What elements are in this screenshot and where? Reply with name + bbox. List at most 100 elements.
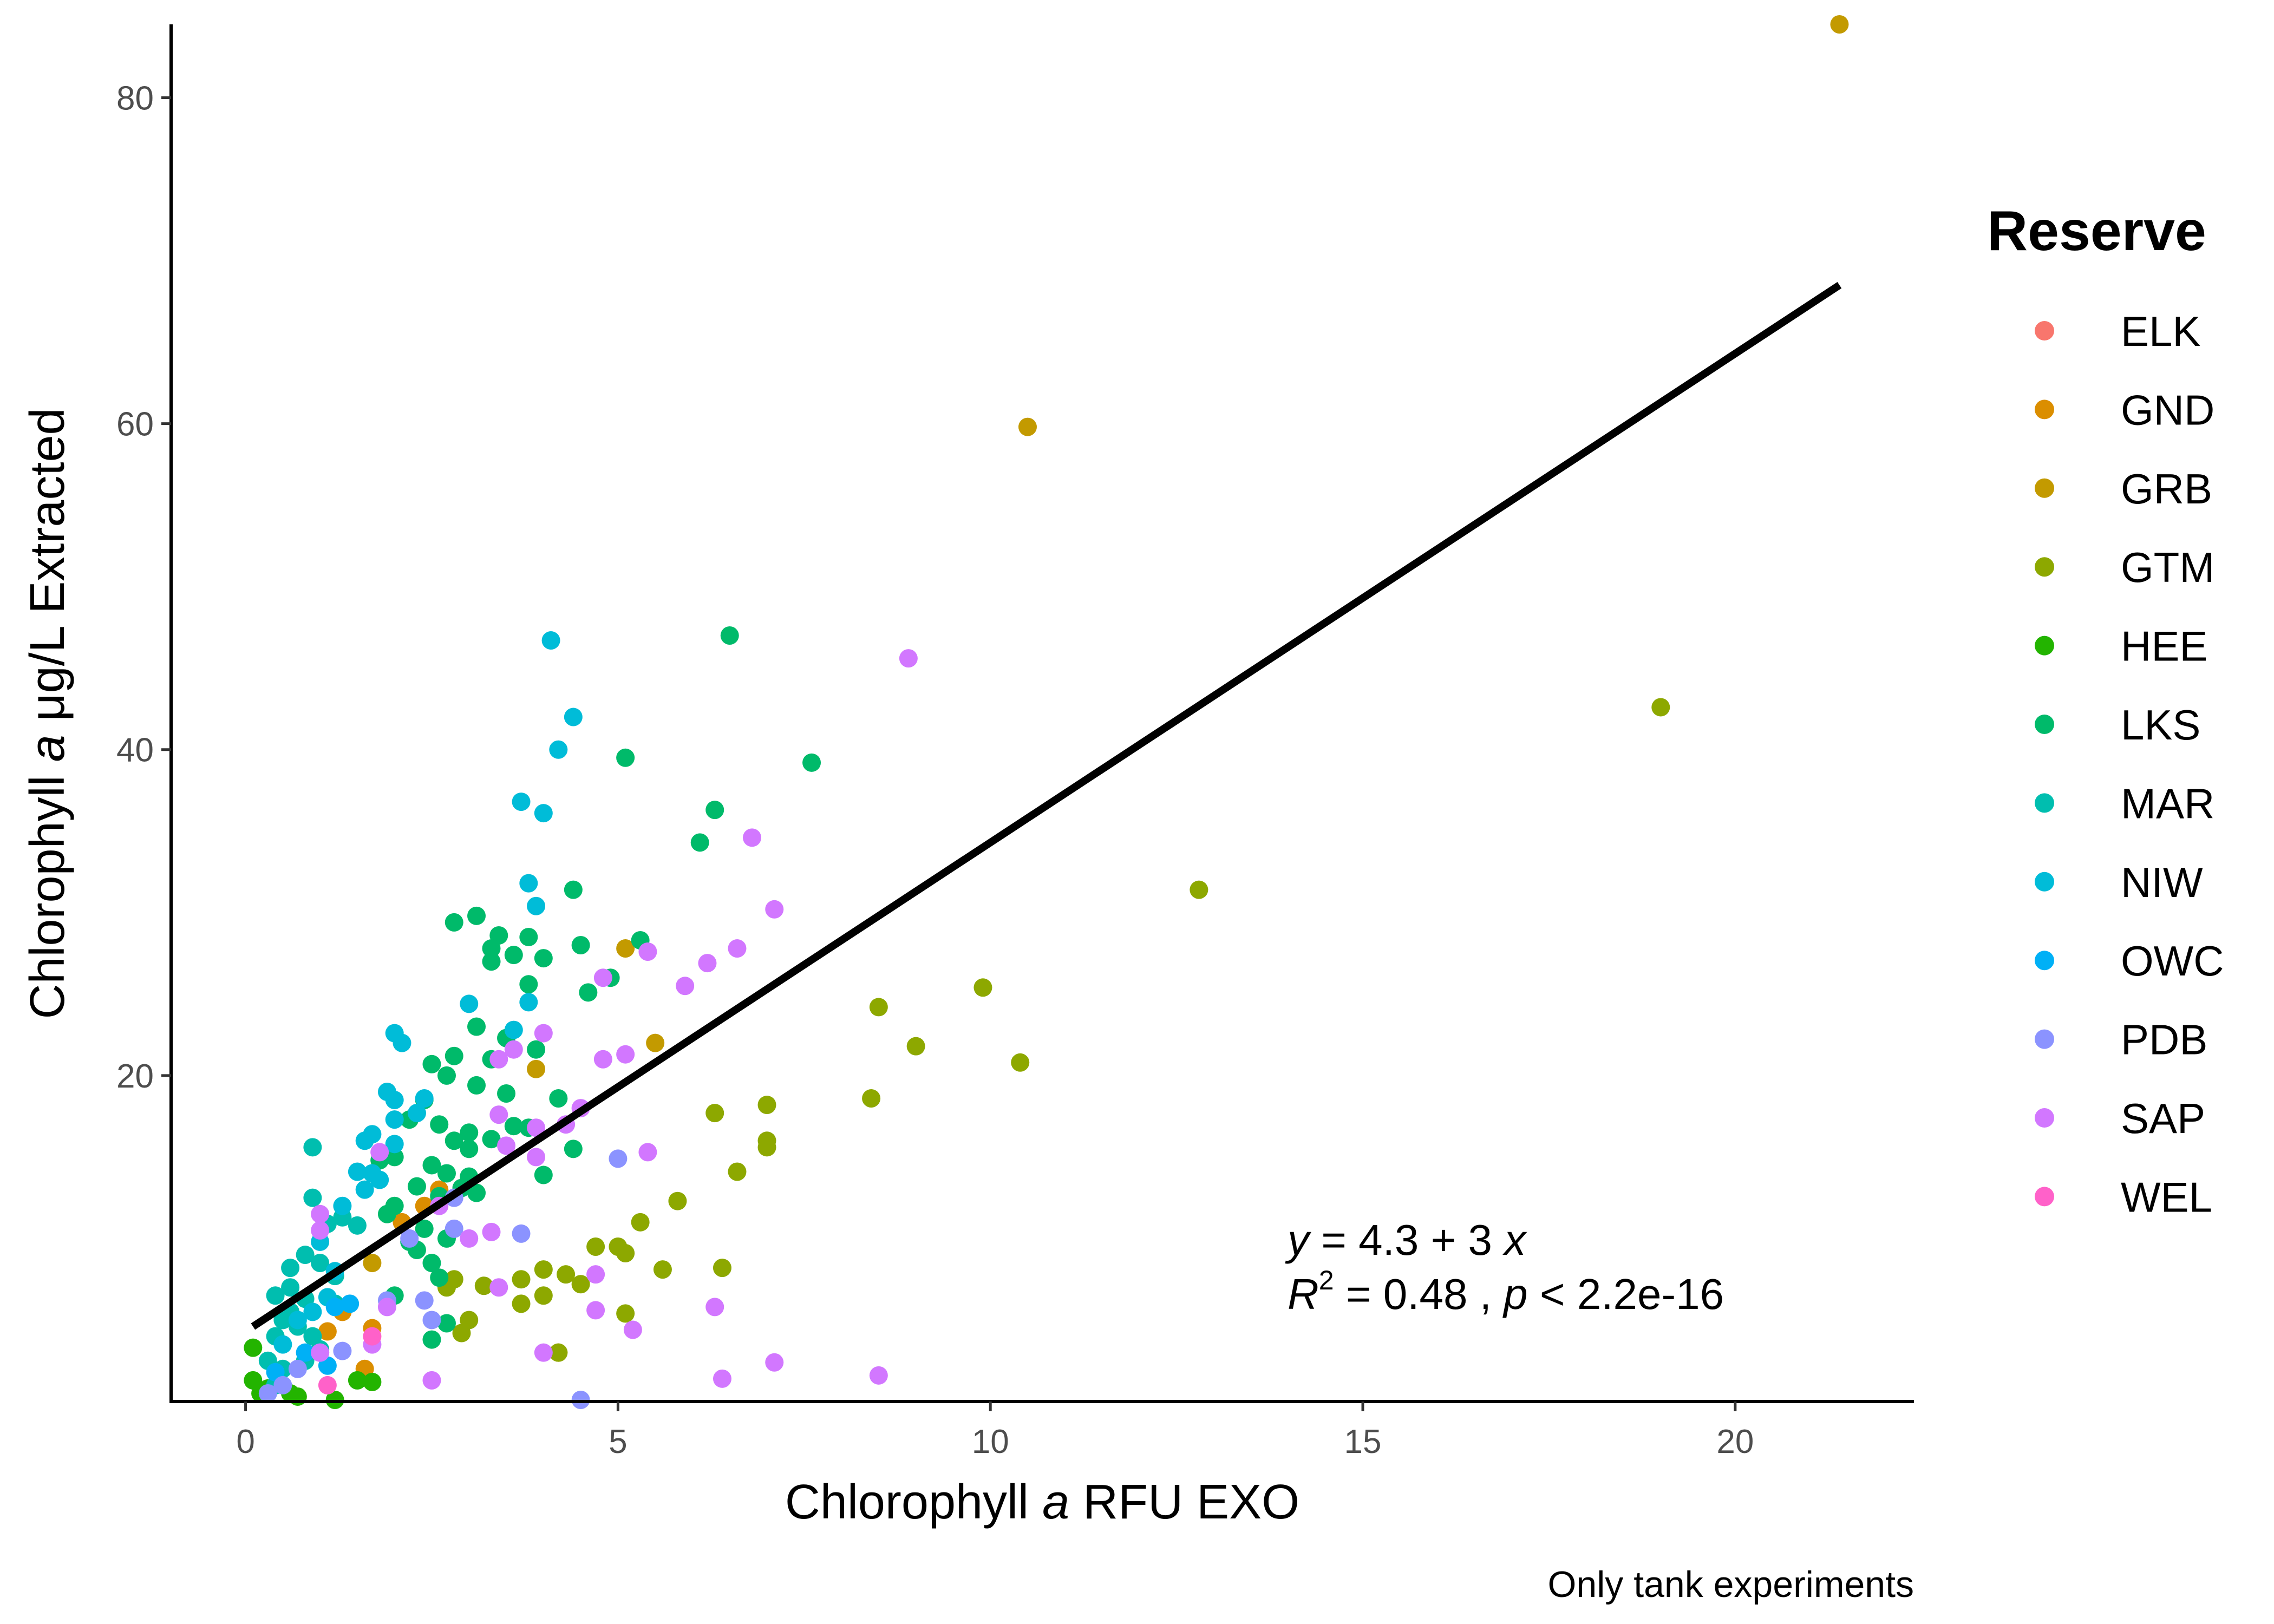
equation-x: x	[1502, 1216, 1527, 1264]
point-lks-51	[422, 1254, 441, 1273]
point-sap-28	[765, 1353, 784, 1372]
y-axis-ticks: 20 40 60 80	[116, 80, 171, 1095]
point-niw-19	[385, 1135, 404, 1154]
point-niw-18	[355, 1131, 374, 1150]
point-sap-5	[638, 942, 657, 961]
legend: Reserve ELK GND GRB GTM HEE LKS MAR NIW OWC PDB SA…	[1987, 200, 2224, 1221]
point-lks-34	[504, 1117, 523, 1136]
point-sap-4	[698, 954, 717, 973]
point-lks-17	[579, 983, 598, 1002]
equation-body: = 4.3 + 3	[1309, 1216, 1504, 1264]
legend-key-hee	[2035, 636, 2054, 656]
scatter-points	[244, 15, 1849, 1409]
point-sap-35	[311, 1343, 330, 1362]
legend-key-owc	[2035, 951, 2054, 971]
legend-label-gnd: GND	[2121, 386, 2214, 434]
point-mar-14	[273, 1311, 292, 1330]
stats-r2-value: = 0.48 ,	[1334, 1270, 1504, 1318]
point-gtm-16	[616, 1244, 635, 1263]
legend-key-lks	[2035, 715, 2054, 734]
point-gtm-18	[713, 1259, 731, 1278]
legend-key-mar	[2035, 793, 2054, 813]
point-pdb-4	[415, 1291, 434, 1310]
point-mar-5	[296, 1246, 315, 1265]
point-lks-11	[571, 936, 590, 955]
point-grb-0	[1830, 15, 1849, 34]
point-mar-4	[348, 1216, 367, 1235]
y-tick-label-40: 40	[116, 732, 154, 769]
point-lks-14	[534, 949, 553, 968]
legend-label-gtm: GTM	[2121, 543, 2214, 591]
point-pdb-7	[333, 1341, 352, 1360]
point-pdb-1	[512, 1224, 531, 1243]
point-niw-14	[415, 1089, 434, 1108]
point-lks-16	[519, 975, 538, 994]
point-grb-6	[363, 1254, 382, 1273]
point-lks-0	[720, 626, 739, 645]
point-lks-40	[422, 1156, 441, 1175]
point-gtm-28	[549, 1343, 568, 1362]
point-sap-17	[497, 1136, 516, 1155]
point-lks-53	[437, 1314, 456, 1333]
point-sap-31	[422, 1371, 441, 1390]
point-sap-19	[638, 1143, 657, 1162]
point-lks-39	[385, 1148, 404, 1167]
point-niw-28	[288, 1311, 307, 1330]
regression-equation: y = 4.3 + 3 x	[1285, 1216, 1527, 1264]
y-axis-title-part-3: μg/L Extracted	[21, 408, 75, 735]
equation-y: y	[1285, 1216, 1312, 1264]
point-niw-22	[370, 1170, 389, 1189]
point-lks-37	[460, 1140, 479, 1158]
point-grb-1	[1018, 417, 1037, 436]
point-lks-10	[482, 939, 501, 958]
x-tick-label-15: 15	[1344, 1423, 1382, 1461]
point-lks-33	[482, 1130, 501, 1149]
point-lks-25	[437, 1066, 456, 1085]
point-wel-1	[318, 1376, 337, 1394]
point-sap-11	[616, 1045, 635, 1064]
point-sap-13	[489, 1105, 508, 1124]
point-hee-5	[348, 1371, 367, 1390]
legend-label-mar: MAR	[2121, 780, 2214, 827]
stats-p-value: < 2.2e-16	[1528, 1270, 1724, 1318]
point-lks-4	[690, 833, 709, 852]
point-mar-7	[311, 1254, 330, 1273]
legend-label-sap: SAP	[2121, 1095, 2205, 1142]
point-lks-9	[519, 927, 538, 946]
point-lks-2	[802, 753, 821, 772]
point-sap-33	[311, 1204, 330, 1223]
legend-key-gtm	[2035, 557, 2054, 577]
point-grb-4	[527, 1059, 546, 1078]
point-niw-10	[504, 1020, 523, 1039]
y-axis-title-part-1: Chlorophyll	[21, 762, 75, 1019]
point-lks-32	[460, 1123, 479, 1142]
point-gtm-2	[973, 978, 992, 997]
x-tick-label-20: 20	[1716, 1423, 1754, 1461]
point-sap-15	[527, 1118, 546, 1137]
point-gtm-22	[512, 1270, 531, 1289]
legend-label-lks: LKS	[2121, 701, 2200, 749]
point-lks-6	[467, 906, 486, 925]
point-lks-28	[549, 1089, 568, 1108]
point-gtm-0	[1651, 698, 1670, 717]
legend-label-grb: GRB	[2121, 465, 2212, 513]
point-owc-2	[296, 1343, 315, 1362]
regression-stats: R2 = 0.48 , p < 2.2e-16	[1288, 1265, 1724, 1318]
point-pdb-3	[445, 1219, 463, 1238]
point-sap-23	[489, 1278, 508, 1297]
point-niw-0	[541, 631, 560, 650]
legend-label-hee: HEE	[2121, 623, 2207, 670]
point-lks-15	[482, 952, 501, 971]
point-grb-2	[616, 939, 635, 958]
point-gtm-5	[906, 1037, 925, 1056]
point-sap-30	[713, 1369, 731, 1388]
legend-key-gnd	[2035, 400, 2054, 420]
point-gtm-26	[534, 1286, 553, 1305]
y-tick-label-80: 80	[116, 80, 154, 117]
legend-key-sap	[2035, 1108, 2054, 1128]
point-mar-1	[303, 1188, 322, 1207]
point-sap-20	[482, 1222, 501, 1241]
y-tick-label-60: 60	[116, 406, 154, 443]
point-sap-8	[534, 1024, 553, 1043]
